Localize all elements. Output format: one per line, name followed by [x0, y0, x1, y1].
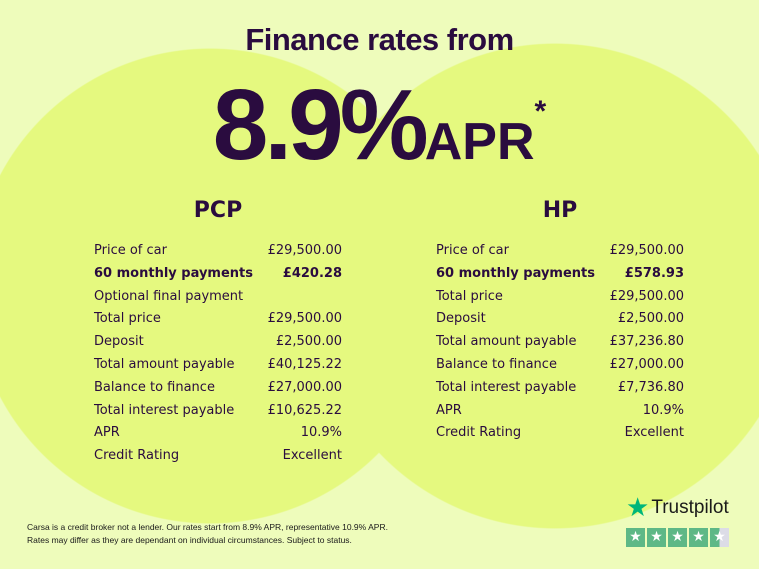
row-value: £29,500.00	[609, 288, 684, 304]
table-row: Total price £29,500.00	[436, 286, 684, 309]
row-label: APR	[436, 402, 462, 418]
row-label: Balance to finance	[436, 356, 557, 372]
trustpilot-star-icon: ★	[626, 492, 650, 522]
table-row: APR 10.9%	[94, 422, 342, 445]
row-value: £27,000.00	[609, 356, 684, 372]
table-row: APR 10.9%	[436, 400, 684, 423]
table-row: 60 monthly payments £578.93	[436, 263, 684, 286]
row-label: Optional final payment	[94, 288, 244, 304]
star-icon: ★	[626, 528, 645, 547]
table-row: Balance to finance £27,000.00	[94, 377, 342, 400]
table-row: Deposit £2,500.00	[436, 308, 684, 331]
table-row: Total amount payable £37,236.80	[436, 331, 684, 354]
row-label: Total interest payable	[436, 379, 577, 395]
row-label: Deposit	[436, 311, 486, 327]
row-label: Credit Rating	[436, 425, 522, 441]
table-row: Optional final payment	[94, 286, 342, 309]
row-value: £2,500.00	[275, 334, 342, 350]
row-label: Credit Rating	[94, 448, 180, 464]
table-row: Total interest payable £7,736.80	[436, 377, 684, 400]
table-row: Credit Rating Excellent	[94, 445, 342, 468]
trustpilot-name: Trustpilot	[651, 496, 729, 518]
row-value: Excellent	[624, 425, 684, 441]
row-value: 10.9%	[300, 425, 342, 441]
row-value: 10.9%	[642, 402, 684, 418]
asterisk: *	[534, 95, 547, 128]
row-label: 60 monthly payments	[94, 265, 253, 281]
row-value: £420.28	[282, 265, 342, 281]
row-label: Price of car	[94, 243, 167, 258]
row-value: £29,500.00	[267, 311, 342, 327]
row-value: £29,500.00	[609, 243, 684, 258]
disclaimer: Carsa is a credit broker not a lender. O…	[27, 521, 447, 546]
row-label: 60 monthly payments	[436, 265, 595, 281]
row-value: £40,125.22	[267, 356, 342, 372]
trustpilot-badge[interactable]: ★ Trustpilot ★ ★ ★ ★ ★	[626, 492, 736, 547]
hp-title: HP	[542, 198, 578, 223]
row-value: £27,000.00	[267, 379, 342, 395]
row-label: Total price	[94, 311, 161, 327]
star-icon: ★	[668, 528, 687, 547]
disclaimer-line: Rates may differ as they are dependant o…	[27, 534, 352, 545]
row-value: Excellent	[282, 448, 342, 464]
row-label: Total price	[436, 288, 503, 304]
row-label: APR	[94, 425, 120, 441]
table-row: Total price £29,500.00	[94, 308, 342, 331]
rate-value: 8.9%	[212, 69, 429, 181]
star-icon: ★	[689, 528, 708, 547]
row-value: £10,625.22	[267, 402, 342, 418]
headline: Finance rates from	[245, 22, 514, 57]
row-label: Total amount payable	[94, 356, 235, 372]
row-value: £2,500.00	[617, 311, 684, 327]
row-label: Total interest payable	[94, 402, 235, 418]
row-label: Price of car	[436, 243, 509, 258]
row-label: Deposit	[94, 334, 144, 350]
hp-table: HP Price of car £29,500.00 60 monthly paym…	[436, 198, 684, 445]
row-value: £578.93	[624, 265, 684, 281]
table-row: Price of car £29,500.00	[94, 240, 342, 263]
table-row: Balance to finance £27,000.00	[436, 354, 684, 377]
row-label: Balance to finance	[94, 379, 215, 395]
table-row: 60 monthly payments £420.28	[94, 263, 342, 286]
half-star-icon: ★	[710, 528, 729, 547]
table-row: Total interest payable £10,625.22	[94, 400, 342, 423]
table-row: Credit Rating Excellent	[436, 422, 684, 445]
table-row: Price of car £29,500.00	[436, 240, 684, 263]
disclaimer-line: Carsa is a credit broker not a lender. O…	[27, 522, 388, 532]
trustpilot-rating: ★ ★ ★ ★ ★	[626, 528, 736, 547]
row-value: £7,736.80	[617, 379, 684, 395]
table-row: Deposit £2,500.00	[94, 331, 342, 354]
row-value: £29,500.00	[267, 243, 342, 258]
apr-label: APR	[424, 113, 535, 171]
pcp-table: PCP Price of car £29,500.00 60 monthly pay…	[94, 198, 342, 468]
pcp-title: PCP	[193, 198, 243, 223]
star-icon: ★	[647, 528, 666, 547]
row-value: £37,236.80	[609, 334, 684, 350]
rate-headline: 8.9%APR*	[0, 62, 759, 192]
row-label: Total amount payable	[436, 334, 577, 350]
table-row: Total amount payable £40,125.22	[94, 354, 342, 377]
